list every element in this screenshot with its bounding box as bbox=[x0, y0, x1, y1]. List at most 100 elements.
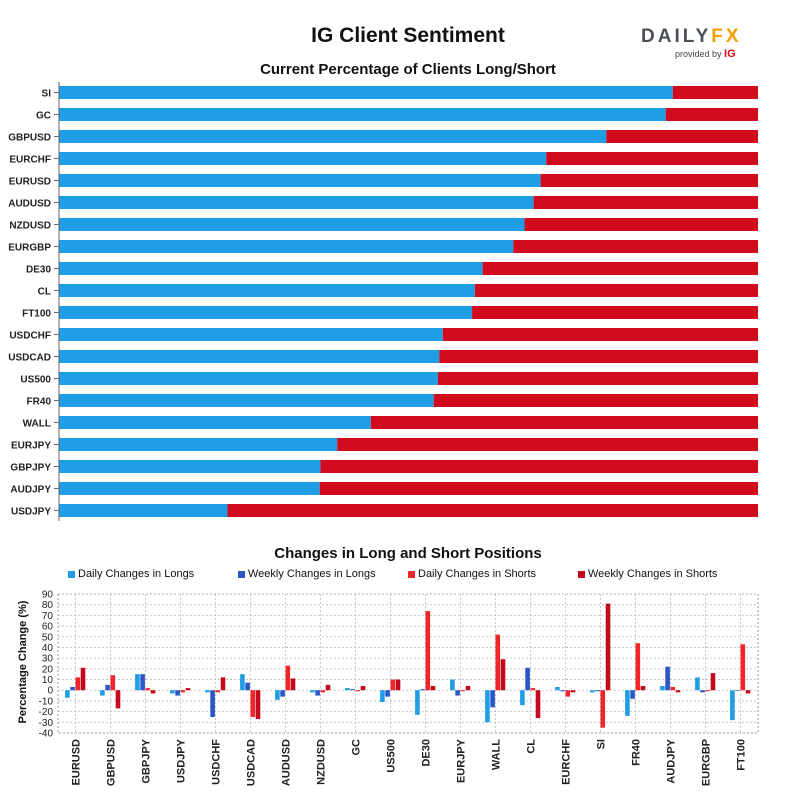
bar-daily-longs-audjpy bbox=[660, 685, 665, 691]
logo-provided-text: provided by bbox=[675, 49, 722, 59]
x-tick-label-eurjpy: EURJPY bbox=[456, 738, 468, 783]
legend-item-weekly-shorts: Weekly Changes in Shorts bbox=[578, 568, 717, 580]
changes-y-tick-label: -40 bbox=[39, 729, 54, 740]
bar-daily-shorts-audusd bbox=[285, 665, 291, 691]
bar-weekly-longs-eurchf bbox=[560, 690, 565, 692]
bar-daily-longs-nzdusd bbox=[310, 690, 315, 693]
short-bar-gc bbox=[665, 108, 758, 121]
changes-y-tick-label: -10 bbox=[39, 696, 54, 707]
bar-daily-shorts-gbpjpy bbox=[145, 688, 151, 691]
y-tick-label-gbpusd: GBPUSD bbox=[8, 133, 51, 144]
short-bar-ft100 bbox=[472, 306, 758, 319]
bar-daily-longs-de30 bbox=[415, 690, 420, 715]
bar-weekly-longs-eurgbp bbox=[700, 690, 705, 693]
long-bar-us500 bbox=[59, 372, 438, 385]
bar-weekly-shorts-ft100 bbox=[745, 690, 751, 694]
long-bar-usdcad bbox=[59, 350, 440, 363]
bar-weekly-longs-si bbox=[595, 690, 600, 692]
bar-weekly-shorts-wall bbox=[500, 659, 506, 691]
bar-weekly-longs-gc bbox=[350, 689, 355, 691]
long-bar-eurusd bbox=[59, 174, 541, 187]
logo-fx: FX bbox=[711, 26, 742, 47]
long-bar-eurgbp bbox=[59, 240, 514, 253]
y-tick-label-eurjpy: EURJPY bbox=[11, 441, 51, 452]
long-bar-eurjpy bbox=[59, 438, 338, 451]
legend-label-weekly-longs: Weekly Changes in Longs bbox=[248, 568, 376, 580]
y-tick-label-usdchf: USDCHF bbox=[9, 331, 51, 342]
bar-daily-longs-audusd bbox=[275, 690, 280, 700]
y-tick-label-eurchf: EURCHF bbox=[9, 155, 51, 166]
short-bar-gbpusd bbox=[606, 130, 758, 143]
x-tick-label-wall: WALL bbox=[491, 739, 503, 770]
changes-y-tick-label: 80 bbox=[42, 600, 54, 611]
bar-daily-longs-usdchf bbox=[205, 690, 210, 693]
bar-daily-longs-eurusd bbox=[65, 690, 70, 698]
x-tick-label-gbpusd: GBPUSD bbox=[106, 739, 118, 786]
legend-label-daily-shorts: Daily Changes in Shorts bbox=[418, 568, 537, 580]
x-tick-label-gc: GC bbox=[351, 739, 363, 756]
bar-daily-longs-usdcad bbox=[240, 674, 245, 691]
y-tick-label-gbpjpy: GBPJPY bbox=[10, 463, 51, 474]
bar-daily-longs-eurchf bbox=[555, 687, 560, 691]
y-tick-label-wall: WALL bbox=[23, 419, 51, 430]
x-tick-label-eurusd: EURUSD bbox=[71, 739, 83, 786]
long-bar-ft100 bbox=[59, 306, 473, 319]
logo-wordmark: DAILYFX bbox=[641, 26, 742, 48]
x-tick-label-eurgbp: EURGBP bbox=[701, 739, 713, 786]
x-tick-label-usdcad: USDCAD bbox=[246, 739, 258, 786]
short-bar-de30 bbox=[482, 262, 758, 275]
long-bar-fr40 bbox=[59, 394, 434, 407]
changes-y-tick-label: 50 bbox=[42, 632, 54, 643]
y-tick-label-cl: CL bbox=[38, 287, 51, 298]
bar-daily-longs-usdjpy bbox=[170, 690, 175, 694]
short-bar-eurjpy bbox=[337, 438, 758, 451]
bar-weekly-longs-usdcad bbox=[245, 682, 250, 691]
short-bar-usdcad bbox=[439, 350, 758, 363]
bar-daily-shorts-gbpusd bbox=[110, 675, 116, 691]
bar-daily-shorts-si bbox=[600, 690, 606, 728]
y-tick-label-audjpy: AUDJPY bbox=[10, 485, 51, 496]
bar-daily-longs-eurgbp bbox=[695, 677, 700, 691]
legend-swatch-daily-longs bbox=[68, 570, 75, 578]
bar-daily-shorts-eurchf bbox=[565, 690, 571, 697]
bar-weekly-shorts-audjpy bbox=[675, 690, 681, 693]
y-tick-label-nzdusd: NZDUSD bbox=[9, 221, 51, 232]
y-tick-label-usdcad: USDCAD bbox=[8, 353, 51, 364]
chart-title: IG Client Sentiment bbox=[311, 24, 505, 47]
bar-daily-shorts-gc bbox=[355, 690, 361, 692]
changes-y-tick-label: 90 bbox=[42, 590, 54, 601]
bar-weekly-shorts-eurchf bbox=[570, 690, 576, 693]
bar-weekly-shorts-usdchf bbox=[220, 677, 226, 691]
changes-plot-frame bbox=[57, 593, 759, 734]
legend-swatch-weekly-longs bbox=[238, 570, 245, 578]
legend-swatch-daily-shorts bbox=[408, 570, 415, 578]
bar-weekly-longs-eurusd bbox=[70, 687, 75, 691]
bar-weekly-shorts-eurusd bbox=[80, 667, 86, 691]
bar-weekly-longs-usdjpy bbox=[175, 690, 180, 696]
bar-weekly-shorts-cl bbox=[535, 690, 541, 719]
x-tick-label-cl: CL bbox=[526, 739, 538, 754]
x-tick-label-usdjpy: USDJPY bbox=[176, 738, 188, 783]
changes-y-tick-label: -30 bbox=[39, 718, 54, 729]
changes-y-tick-label: 0 bbox=[47, 686, 53, 697]
bar-daily-shorts-usdjpy bbox=[180, 690, 186, 693]
long-bar-wall bbox=[59, 416, 371, 429]
y-tick-label-gc: GC bbox=[36, 111, 51, 122]
bar-daily-longs-fr40 bbox=[625, 690, 630, 716]
bar-daily-longs-gc bbox=[345, 688, 350, 691]
bar-weekly-longs-fr40 bbox=[630, 690, 635, 699]
short-bar-gbpjpy bbox=[320, 460, 758, 473]
x-tick-label-nzdusd: NZDUSD bbox=[316, 739, 328, 785]
dailyfx-logo: DAILYFX provided by IG bbox=[641, 26, 751, 62]
long-bar-usdchf bbox=[59, 328, 443, 341]
bar-weekly-longs-cl bbox=[525, 667, 530, 691]
x-tick-label-fr40: FR40 bbox=[631, 739, 643, 766]
x-tick-label-de30: DE30 bbox=[421, 739, 433, 767]
bar-daily-shorts-nzdusd bbox=[320, 690, 326, 693]
x-tick-label-audjpy: AUDJPY bbox=[666, 738, 678, 783]
short-bar-audjpy bbox=[319, 482, 758, 495]
logo-daily: DAILY bbox=[641, 26, 712, 47]
y-tick-label-ft100: FT100 bbox=[22, 309, 51, 320]
bar-daily-shorts-eurgbp bbox=[705, 690, 711, 692]
